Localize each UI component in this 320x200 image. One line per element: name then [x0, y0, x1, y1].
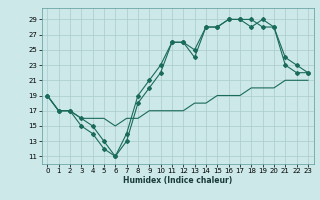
X-axis label: Humidex (Indice chaleur): Humidex (Indice chaleur) — [123, 176, 232, 185]
